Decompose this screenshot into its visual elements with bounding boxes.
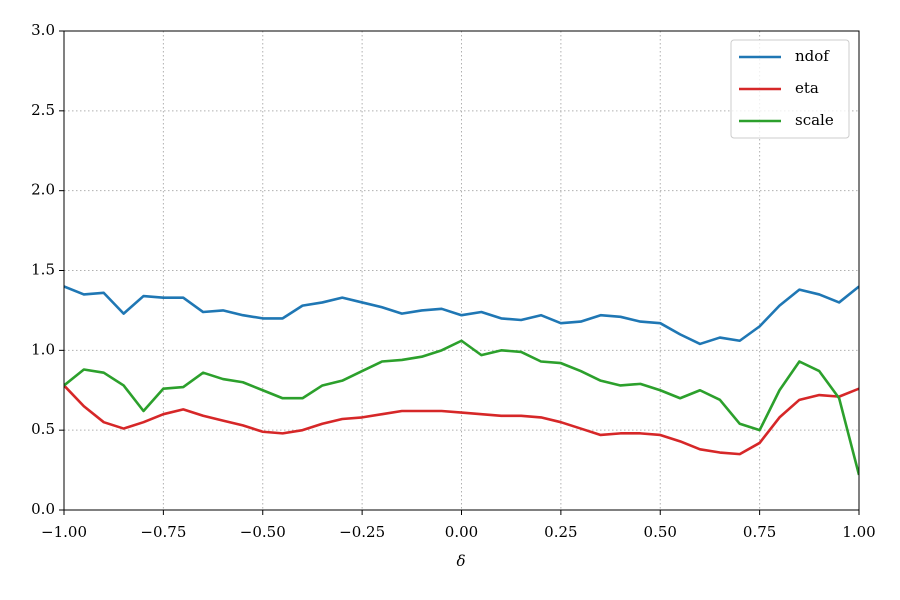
x-tick-label: 0.75 [743, 523, 776, 541]
data-line [64, 285, 859, 346]
x-tick-label: 0.00 [445, 523, 478, 541]
plot-frame [63, 30, 860, 511]
x-tick-label: −1.00 [41, 523, 87, 541]
x-tick-label: −0.75 [140, 523, 186, 541]
y-tick-label: 1.5 [31, 261, 55, 279]
x-tick-label: −0.25 [339, 523, 385, 541]
x-tick-label: 0.25 [544, 523, 577, 541]
x-tick-label: 1.00 [842, 523, 875, 541]
y-tick-label: 1.0 [31, 340, 55, 358]
legend-label: ndof [795, 47, 830, 65]
data-line [64, 384, 859, 456]
legend-box [730, 39, 850, 139]
x-axis-label: δ [456, 552, 465, 570]
x-tick-label: −0.50 [240, 523, 286, 541]
y-tick-label: 0.5 [31, 420, 55, 438]
legend-label: eta [795, 79, 819, 97]
legend-label: scale [795, 111, 834, 129]
x-tick-label: 0.50 [644, 523, 677, 541]
y-tick-label: 2.0 [31, 181, 55, 199]
y-tick-label: 3.0 [31, 21, 55, 39]
data-line [64, 339, 859, 476]
y-tick-label: 2.5 [31, 101, 55, 119]
y-tick-label: 0.0 [31, 500, 55, 518]
